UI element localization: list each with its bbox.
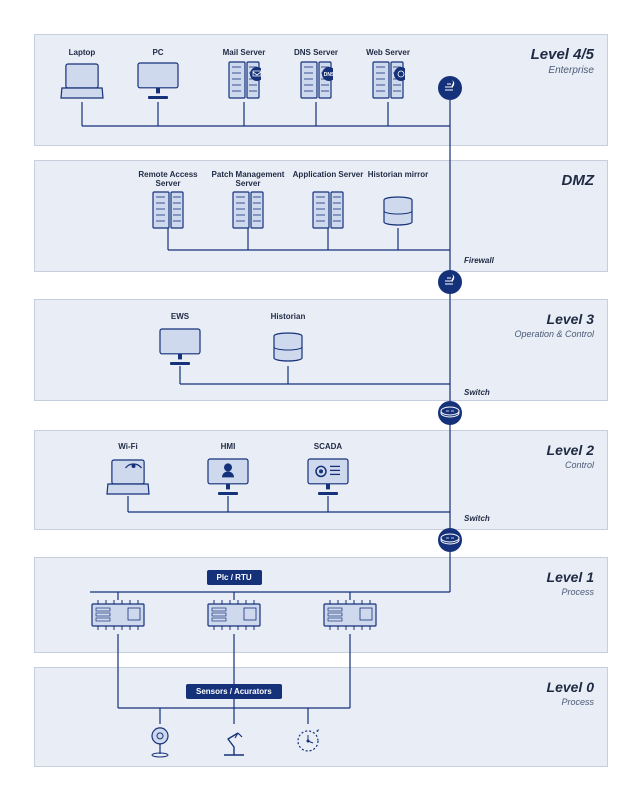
node-label-scada: SCADA bbox=[288, 442, 368, 451]
server-icon bbox=[311, 190, 345, 230]
switch-icon bbox=[437, 400, 463, 426]
node-label-laptop: Laptop bbox=[42, 48, 122, 57]
sensor-icon bbox=[143, 724, 177, 758]
server-icon bbox=[151, 190, 185, 230]
level-title-lvl45: Level 4/5 bbox=[531, 46, 594, 63]
firewall-icon bbox=[437, 269, 463, 295]
level-subtitle-lvl2: Control bbox=[565, 460, 594, 470]
connector-label-fw2: Firewall bbox=[464, 256, 494, 265]
monitor-icon bbox=[135, 60, 181, 100]
clock-icon bbox=[291, 724, 325, 758]
node-label-mailserver: Mail Server bbox=[204, 48, 284, 57]
level-subtitle-lvl45: Enterprise bbox=[548, 65, 594, 76]
level-title-lvl0: Level 0 bbox=[547, 679, 594, 695]
server-mail-icon bbox=[227, 60, 261, 100]
node-label-ras: Remote Access Server bbox=[128, 170, 208, 188]
diagram-canvas: Level 4/5 Enterprise DMZ Level 3 Operation &… bbox=[0, 0, 642, 803]
level-title-lvl1: Level 1 bbox=[547, 569, 594, 585]
node-label-pc: PC bbox=[118, 48, 198, 57]
laptop-wifi-icon bbox=[105, 456, 151, 496]
level-title-lvl2: Level 2 bbox=[547, 442, 594, 458]
node-label-app: Application Server bbox=[288, 170, 368, 179]
firewall-icon bbox=[437, 75, 463, 101]
sensors-badge: Sensors / Acurators bbox=[186, 684, 282, 699]
plc-icon bbox=[322, 598, 378, 632]
monitor-dash-icon bbox=[305, 456, 351, 496]
plc-icon bbox=[90, 598, 146, 632]
node-label-ews: EWS bbox=[140, 312, 220, 321]
level-title-dmz: DMZ bbox=[562, 172, 595, 189]
db-icon bbox=[271, 330, 305, 364]
plc-icon bbox=[206, 598, 262, 632]
connector-label-sw2: Switch bbox=[464, 514, 490, 523]
level-subtitle-lvl1: Process bbox=[561, 587, 594, 597]
db-icon bbox=[381, 194, 415, 228]
level-title-lvl3: Level 3 bbox=[547, 311, 594, 327]
svg-text:DNS: DNS bbox=[324, 72, 333, 78]
connector-label-sw1: Switch bbox=[464, 388, 490, 397]
server-dns-icon: DNS bbox=[299, 60, 333, 100]
node-label-hist3: Historian bbox=[248, 312, 328, 321]
node-label-patch: Patch Management Server bbox=[208, 170, 288, 188]
node-label-hist: Historian mirror bbox=[358, 170, 438, 179]
server-icon bbox=[231, 190, 265, 230]
node-label-dnsserver: DNS Server bbox=[276, 48, 356, 57]
node-label-hmi: HMI bbox=[188, 442, 268, 451]
switch-icon bbox=[437, 527, 463, 553]
robot-icon bbox=[217, 724, 251, 758]
monitor-user-icon bbox=[205, 456, 251, 496]
level-subtitle-lvl0: Process bbox=[561, 697, 594, 707]
monitor-icon bbox=[157, 326, 203, 366]
node-label-webserver: Web Server bbox=[348, 48, 428, 57]
node-label-wifi: Wi-Fi bbox=[88, 442, 168, 451]
plc-badge: Plc / RTU bbox=[207, 570, 262, 585]
level-subtitle-lvl3: Operation & Control bbox=[514, 329, 594, 339]
server-web-icon bbox=[371, 60, 405, 100]
laptop-icon bbox=[59, 60, 105, 100]
